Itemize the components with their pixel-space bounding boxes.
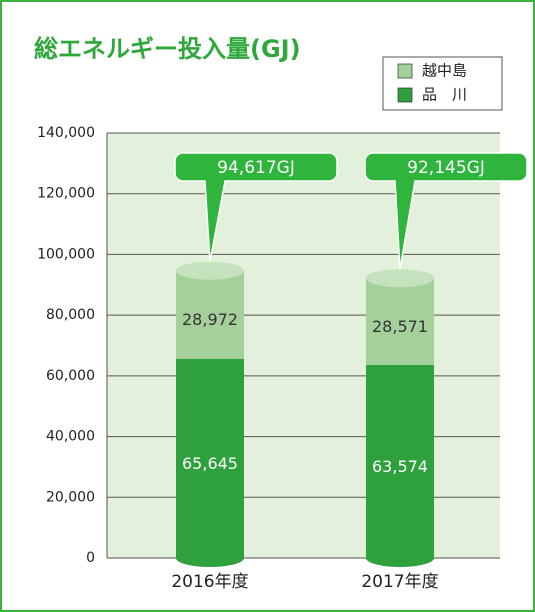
chart-title: 総エネルギー投入量(GJ): [34, 35, 301, 63]
x-tick-label: 2016年度: [171, 572, 248, 592]
y-tick-label: 80,000: [46, 307, 95, 323]
plot-area: [107, 133, 500, 558]
value-label: 28,972: [182, 310, 238, 329]
bar: [366, 278, 434, 366]
cylinder-top: [176, 261, 244, 280]
value-label: 65,645: [182, 454, 238, 473]
bar: [176, 270, 244, 359]
value-label: 63,574: [372, 457, 428, 476]
callout: [174, 152, 338, 262]
total-label: 94,617GJ: [217, 158, 295, 178]
callout: [364, 152, 528, 270]
y-tick-label: 40,000: [46, 429, 95, 445]
legend-label: 越中島: [422, 62, 467, 80]
bar: [366, 365, 434, 558]
y-tick-label: 140,000: [37, 125, 95, 141]
value-label: 28,571: [372, 317, 428, 336]
legend-swatch: [397, 87, 413, 103]
x-tick-label: 2017年度: [361, 572, 438, 592]
y-tick-label: 20,000: [46, 489, 95, 505]
total-label: 92,145GJ: [407, 158, 485, 178]
cylinder-top: [366, 269, 434, 288]
legend-label: 品 川: [422, 86, 467, 104]
legend-swatch: [397, 63, 413, 79]
y-tick-label: 0: [86, 550, 95, 566]
y-tick-label: 60,000: [46, 368, 95, 384]
y-tick-label: 100,000: [37, 246, 95, 262]
y-tick-label: 120,000: [37, 186, 95, 202]
bar: [176, 358, 244, 558]
